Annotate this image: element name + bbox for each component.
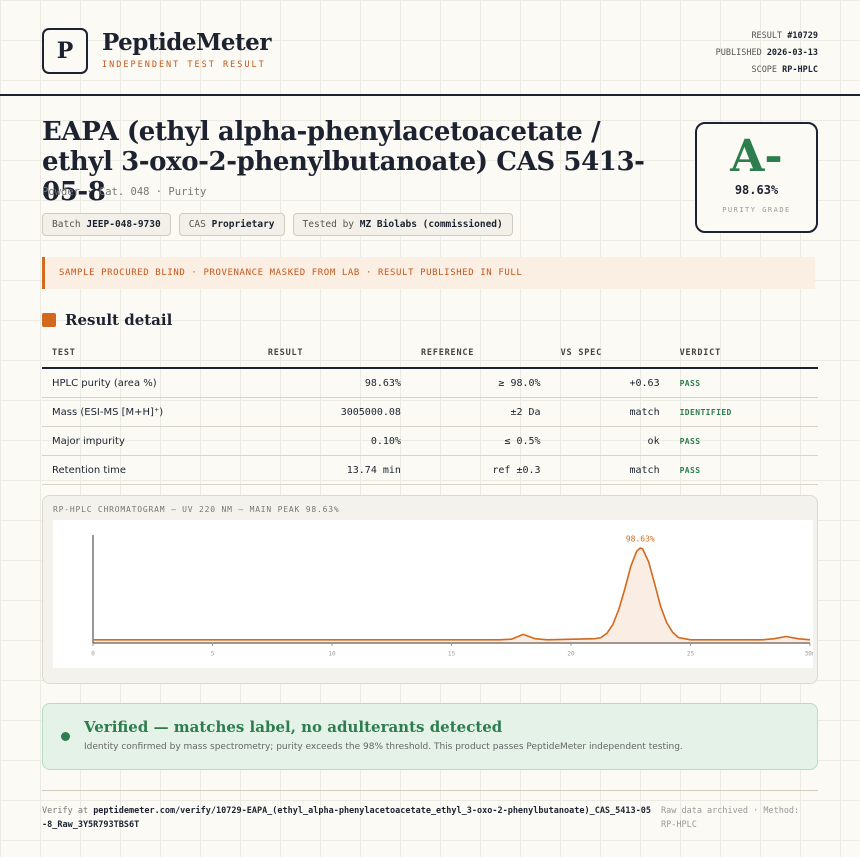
cell: Mass (ESI-MS [M+H]⁺) <box>42 397 258 427</box>
grade-card: A- 98.63% PURITY GRADE <box>695 122 818 233</box>
tag-label: Tested by <box>302 219 355 230</box>
cell: 3005000.08 <box>257 397 411 427</box>
x-tick-label: 30m <box>805 651 813 658</box>
logo: P <box>42 28 88 74</box>
cell: ≤ 0.5% <box>410 426 551 456</box>
verified-dot <box>61 732 70 741</box>
x-tick-label: 25 <box>687 651 695 658</box>
table-row: HPLC purity (area %) 98.63% ≥ 98.0% +0.63 PA… <box>42 368 818 398</box>
cell: 13.74 min <box>257 455 411 485</box>
peak-area <box>93 548 810 643</box>
cell: 0.10% <box>257 426 411 456</box>
meta-value: RP-HPLC <box>782 65 818 75</box>
chromatogram: 0 5 10 15 20 25 30m 98.63% <box>53 520 813 668</box>
x-tick-label: 10 <box>328 651 336 658</box>
verdict: PASS <box>669 368 818 398</box>
tag-value: MZ Biolabs (commissioned) <box>359 219 503 230</box>
tag-value: Proprietary <box>211 219 275 230</box>
table-row: Mass (ESI-MS [M+H]⁺) 3005000.08 ±2 Da match… <box>42 397 818 427</box>
section-title: Result detail <box>65 311 173 329</box>
verified-box <box>42 703 818 770</box>
meta-label: PUBLISHED <box>715 48 762 58</box>
grade-value: 98.63% <box>734 183 779 197</box>
meta-row: SCOPE RP-HPLC <box>716 62 818 79</box>
cell: ±2 Da <box>410 397 551 427</box>
cell: match <box>550 455 670 485</box>
table-row: Retention time 13.74 min ref ±0.3 match PASS <box>42 455 818 485</box>
tags: Batch JEEP-048-9730 CAS Proprietary Tested… <box>42 213 513 236</box>
tag-value: JEEP-048-9730 <box>86 219 161 230</box>
tag-label: CAS <box>188 219 206 230</box>
notice: SAMPLE PROCURED BLIND · PROVENANCE MASKE… <box>42 257 815 289</box>
column-header: TEST <box>42 339 258 369</box>
brand: PeptideMeter <box>102 29 271 56</box>
meta-label: SCOPE <box>751 65 778 75</box>
trace-line <box>93 547 811 641</box>
meta-row: PUBLISHED 2026-03-13 <box>716 45 818 62</box>
table-row: Major impurity 0.10% ≤ 0.5% ok PASS <box>42 426 818 456</box>
verify-label: Verify at <box>42 806 89 816</box>
x-tick-label: 0 <box>91 651 95 658</box>
grade-letter: A- <box>730 131 783 182</box>
column-header: REFERENCE <box>410 339 551 369</box>
header-rule <box>0 94 860 96</box>
chart-title: RP-HPLC CHROMATOGRAM — UV 220 NM — MAIN … <box>53 505 340 514</box>
footer-rule <box>42 790 818 791</box>
meta-value: #10729 <box>787 31 818 41</box>
table-body: HPLC purity (area %) 98.63% ≥ 98.0% +0.63 PA… <box>42 368 818 485</box>
section-icon <box>42 313 56 327</box>
cell: ok <box>550 426 670 456</box>
product-subtitle: Powder · Cat. 048 · Purity <box>42 186 207 198</box>
cell: match <box>550 397 670 427</box>
x-tick-label: 20 <box>567 651 575 658</box>
peak-label: 98.63% <box>626 534 655 543</box>
verified-title: Verified — matches label, no adulterants… <box>84 718 503 736</box>
meta: RESULT #10729 PUBLISHED 2026-03-13 SCOPE R… <box>716 28 818 79</box>
meta-row: RESULT #10729 <box>716 28 818 45</box>
x-tick-label: 5 <box>211 651 215 658</box>
verdict: IDENTIFIED <box>669 397 818 427</box>
footer-note: Raw data archived · Method: RP-HPLC <box>661 806 800 830</box>
verify-url[interactable]: peptidemeter.com/verify/10729-EAPA_(ethy… <box>42 806 651 830</box>
column-header: VERDICT <box>669 339 818 369</box>
product-title: EAPA (ethyl alpha-phenylacetoacetate / e… <box>42 117 645 207</box>
cell: +0.63 <box>550 368 670 398</box>
cell: Retention time <box>42 455 258 485</box>
meta-value: 2026-03-13 <box>766 48 818 58</box>
cell: Major impurity <box>42 426 258 456</box>
verified-text: Identity confirmed by mass spectrometry;… <box>84 742 683 752</box>
cell: 98.63% <box>257 368 411 398</box>
header-row: TEST RESULT REFERENCE VS SPEC VERDICT <box>42 339 818 369</box>
cell: ≥ 98.0% <box>410 368 551 398</box>
tag: CAS Proprietary <box>178 213 285 236</box>
x-tick-label: 15 <box>448 651 456 658</box>
verdict: PASS <box>669 426 818 456</box>
column-header: VS SPEC <box>550 339 670 369</box>
verdict: PASS <box>669 455 818 485</box>
grade-label: PURITY GRADE <box>722 206 791 214</box>
tagline: INDEPENDENT TEST RESULT <box>102 60 266 70</box>
result-table: TEST RESULT REFERENCE VS SPEC VERDICT HPLC pu… <box>42 339 818 485</box>
tag: Tested by MZ Biolabs (commissioned) <box>292 213 513 236</box>
cell: ref ±0.3 <box>410 455 551 485</box>
footer-verify: Verify at peptidemeter.com/verify/10729-… <box>42 804 654 832</box>
tag: Batch JEEP-048-9730 <box>42 213 171 236</box>
tag-label: Batch <box>52 219 81 230</box>
cell: HPLC purity (area %) <box>42 368 258 398</box>
column-header: RESULT <box>257 339 411 369</box>
plot-background <box>53 520 813 668</box>
meta-label: RESULT <box>751 31 783 41</box>
